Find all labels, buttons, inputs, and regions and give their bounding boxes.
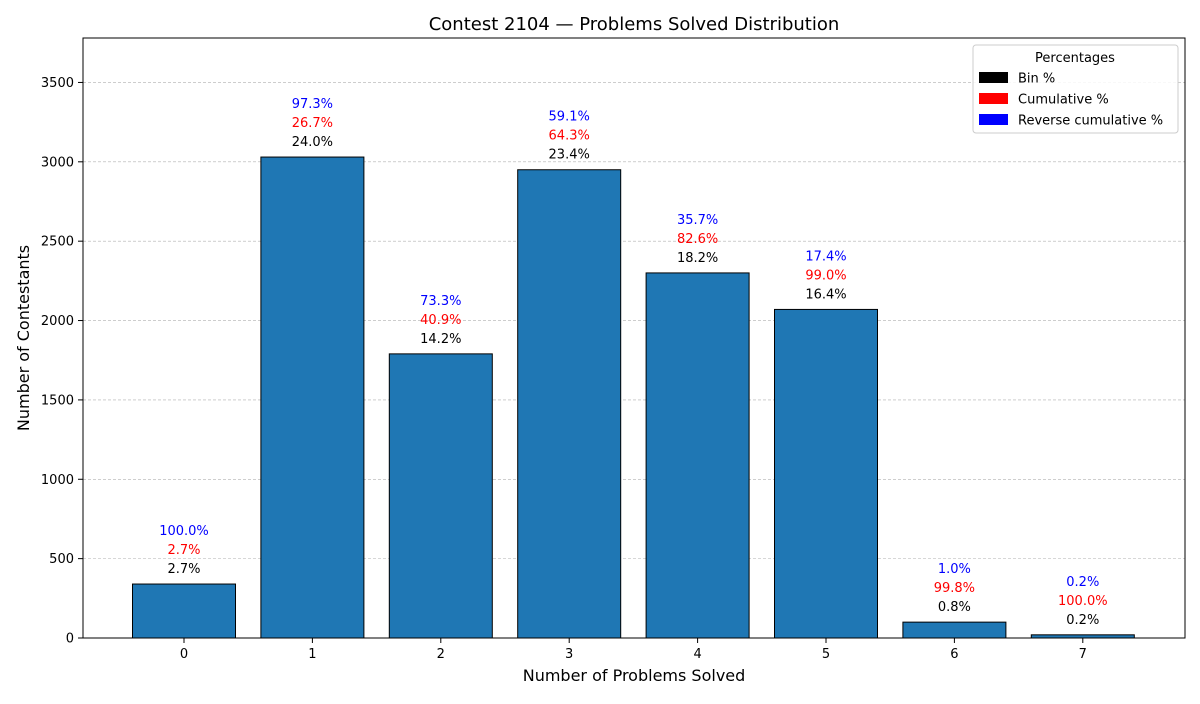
data-label-bin-pct: 14.2%	[420, 332, 461, 347]
y-tick-label: 2500	[41, 235, 74, 250]
x-tick-label: 0	[180, 647, 188, 662]
y-tick-label: 2000	[41, 314, 74, 329]
x-tick-label: 7	[1079, 647, 1087, 662]
legend-label: Cumulative %	[1018, 93, 1109, 108]
data-label-bin-pct: 24.0%	[292, 135, 333, 150]
data-label-cumulative-pct: 100.0%	[1058, 594, 1108, 609]
y-tick-label: 1500	[41, 393, 74, 408]
data-label-bin-pct: 16.4%	[805, 287, 846, 302]
y-axis-label: Number of Contestants	[14, 245, 33, 431]
y-tick-label: 0	[66, 632, 74, 647]
data-label-cumulative-pct: 40.9%	[420, 313, 461, 328]
data-label-reverse-cumulative-pct: 100.0%	[159, 524, 209, 539]
data-label-reverse-cumulative-pct: 1.0%	[938, 562, 971, 577]
y-tick-label: 500	[49, 552, 74, 567]
bar-5	[774, 308, 878, 639]
bar-4	[645, 272, 750, 639]
data-label-reverse-cumulative-pct: 59.1%	[549, 110, 590, 125]
x-tick-label: 1	[308, 647, 316, 662]
y-tick-label: 3500	[41, 76, 74, 91]
x-tick-label: 3	[565, 647, 573, 662]
bar-1	[260, 156, 365, 639]
data-label-bin-pct: 18.2%	[677, 251, 718, 266]
gridlines	[83, 82, 1185, 559]
y-tick-label: 3000	[41, 155, 74, 170]
bar-labels: 2.7% 2.7% 100.0% 24.0% 26.7% 97.3% 14.2% 40.9% 7…	[159, 97, 1107, 628]
legend-label: Reverse cumulative %	[1018, 114, 1163, 129]
legend-swatch	[979, 93, 1008, 104]
data-label-reverse-cumulative-pct: 35.7%	[677, 213, 718, 228]
legend-swatch	[979, 114, 1008, 125]
data-label-cumulative-pct: 99.8%	[934, 581, 975, 596]
legend-box	[972, 44, 1179, 134]
legend: Percentages Bin % Cumulative % Reverse cum…	[972, 44, 1179, 134]
bar-0	[132, 583, 236, 639]
data-label-bin-pct: 0.2%	[1066, 613, 1099, 628]
data-label-cumulative-pct: 2.7%	[167, 543, 200, 558]
legend-entries: Bin % Cumulative % Reverse cumulative %	[979, 72, 1163, 129]
bar-6	[902, 621, 1007, 639]
data-label-cumulative-pct: 82.6%	[677, 232, 718, 247]
plot-frame	[82, 37, 1186, 639]
legend-title: Percentages	[1035, 51, 1115, 66]
axes: 0 500 1000 1500 2000 2500 3000 3500 0 1 2 3 4 5 6 7	[41, 76, 1087, 662]
data-label-reverse-cumulative-pct: 0.2%	[1066, 575, 1099, 590]
data-label-bin-pct: 2.7%	[167, 562, 200, 577]
data-label-cumulative-pct: 26.7%	[292, 116, 333, 131]
chart-title: Contest 2104 — Problems Solved Distribut…	[429, 14, 840, 35]
legend-swatch	[979, 72, 1008, 83]
data-label-reverse-cumulative-pct: 17.4%	[805, 249, 846, 264]
x-tick-label: 4	[693, 647, 701, 662]
bar-3	[517, 169, 622, 639]
x-tick-label: 2	[437, 647, 445, 662]
data-label-cumulative-pct: 64.3%	[549, 129, 590, 144]
data-label-cumulative-pct: 99.0%	[805, 268, 846, 283]
x-tick-label: 5	[822, 647, 830, 662]
bars	[132, 156, 1135, 639]
data-label-bin-pct: 23.4%	[549, 148, 590, 163]
data-label-reverse-cumulative-pct: 97.3%	[292, 97, 333, 112]
legend-label: Bin %	[1018, 72, 1055, 87]
y-tick-label: 1000	[41, 473, 74, 488]
data-label-reverse-cumulative-pct: 73.3%	[420, 294, 461, 309]
bar-2	[388, 353, 493, 639]
x-axis-label: Number of Problems Solved	[523, 666, 746, 685]
data-label-bin-pct: 0.8%	[938, 600, 971, 615]
x-tick-label: 6	[950, 647, 958, 662]
